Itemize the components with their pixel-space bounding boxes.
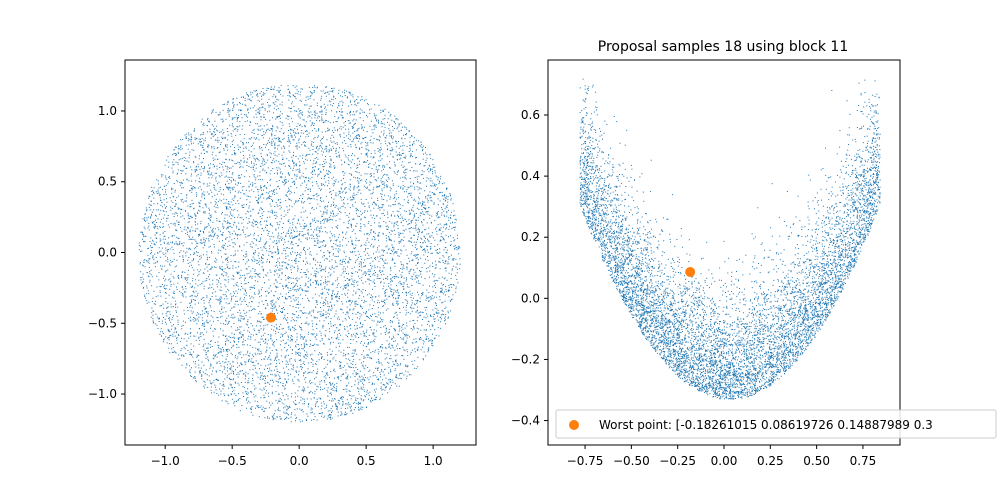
left-sample-points xyxy=(138,84,461,423)
left-highlight-point xyxy=(266,312,277,323)
left-x-axis-ticks: −1.0 −0.5 0.0 0.5 1.0 xyxy=(151,445,443,468)
right-ytick-label: 0.2 xyxy=(521,230,540,244)
right-panel-title: Proposal samples 18 using block 11 xyxy=(598,39,848,55)
left-xtick-label: −0.5 xyxy=(218,454,247,468)
right-worst-point-marker xyxy=(685,266,696,277)
left-xtick-label: 0.5 xyxy=(357,454,376,468)
right-ytick-label: 0.4 xyxy=(521,169,540,183)
right-sample-markers xyxy=(579,78,881,400)
right-ytick-label: 0.0 xyxy=(521,291,540,305)
right-x-axis-ticks: −0.75 −0.50 −0.25 0.00 0.25 0.50 0.75 xyxy=(567,445,877,468)
right-axes-frame xyxy=(547,59,901,446)
right-sample-points xyxy=(579,78,881,400)
right-xtick-label: −0.25 xyxy=(659,454,696,468)
right-xtick-label: 0.25 xyxy=(757,454,784,468)
right-xtick-label: −0.50 xyxy=(613,454,650,468)
right-xtick-label: −0.75 xyxy=(567,454,604,468)
right-ytick-label: −0.4 xyxy=(511,414,540,428)
right-xtick-label: 0.00 xyxy=(711,454,738,468)
left-scatter-panel: −1.0 −0.5 0.0 0.5 1.0 −1.0 −0.5 0.0 0.5 1.0 xyxy=(88,59,477,468)
right-xtick-label: 0.50 xyxy=(803,454,830,468)
left-ytick-label: 0.0 xyxy=(98,246,117,260)
right-y-axis-ticks: −0.4 −0.2 0.0 0.2 0.4 0.6 xyxy=(511,108,548,428)
left-sample-markers xyxy=(138,84,461,423)
legend: Worst point: [-0.18261015 0.08619726 0.1… xyxy=(555,409,997,439)
legend-box xyxy=(555,409,997,439)
left-worst-point-marker xyxy=(266,312,277,323)
right-scatter-panel: Proposal samples 18 using block 11 −0.75… xyxy=(511,39,997,468)
left-ytick-label: 0.5 xyxy=(98,175,117,189)
legend-marker xyxy=(569,420,579,430)
left-xtick-label: 0.0 xyxy=(290,454,309,468)
left-y-axis-ticks: −1.0 −0.5 0.0 0.5 1.0 xyxy=(88,104,125,401)
right-ytick-label: 0.6 xyxy=(521,108,540,122)
left-ytick-label: −0.5 xyxy=(88,316,117,330)
right-highlight-point xyxy=(685,266,696,277)
left-xtick-label: −1.0 xyxy=(151,454,180,468)
left-xtick-label: 1.0 xyxy=(424,454,443,468)
left-ytick-label: −1.0 xyxy=(88,387,117,401)
right-xtick-label: 0.75 xyxy=(850,454,877,468)
left-ytick-label: 1.0 xyxy=(98,104,117,118)
right-ytick-label: −0.2 xyxy=(511,352,540,366)
legend-entry-label: Worst point: [-0.18261015 0.08619726 0.1… xyxy=(599,418,933,432)
